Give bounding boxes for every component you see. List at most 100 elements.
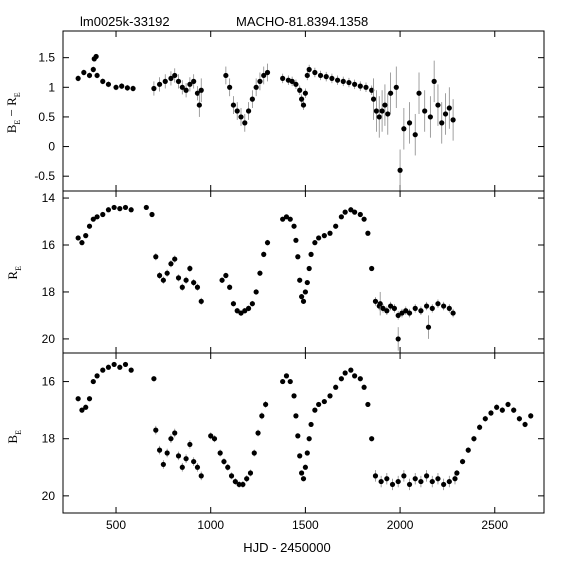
data-point: [283, 373, 290, 379]
data-point: [297, 277, 303, 283]
data-point: [380, 305, 386, 311]
data-point: [83, 233, 89, 239]
data-point: [321, 398, 327, 405]
data-point: [128, 367, 134, 373]
data-point: [198, 298, 204, 304]
x-axis-label: HJD - 2450000: [243, 540, 331, 555]
data-point: [425, 324, 432, 330]
data-point: [431, 78, 437, 84]
data-point: [151, 376, 157, 382]
data-point: [406, 481, 413, 488]
x-tick-label: 500: [106, 518, 126, 532]
data-point: [253, 289, 259, 295]
data-point: [244, 476, 250, 482]
data-point: [183, 456, 189, 462]
data-point: [300, 102, 307, 108]
data-point: [79, 407, 85, 413]
data-point: [372, 298, 379, 304]
data-point: [429, 305, 435, 311]
data-point: [361, 216, 367, 222]
data-point: [348, 367, 354, 373]
data-point: [168, 75, 174, 82]
data-point: [365, 230, 371, 236]
color-ylabel-b-sub: E: [12, 119, 22, 125]
data-point: [168, 436, 174, 442]
data-point: [234, 308, 240, 314]
data-point: [230, 102, 237, 108]
data-point: [477, 424, 483, 430]
data-point: [179, 284, 185, 290]
y-tick-label: 16: [42, 238, 56, 252]
data-point: [423, 473, 430, 479]
b-ylabel-sub: E: [13, 430, 23, 435]
data-point: [302, 289, 308, 295]
data-point: [191, 458, 197, 465]
data-point: [245, 305, 252, 311]
data-point: [401, 473, 407, 479]
data-point: [511, 407, 517, 413]
data-point: [365, 401, 371, 408]
data-point: [403, 308, 409, 314]
y-tick-label: 1: [48, 80, 55, 94]
data-point: [327, 230, 333, 236]
data-point: [94, 214, 100, 220]
data-point: [295, 433, 301, 439]
data-point: [406, 120, 413, 126]
data-point: [183, 87, 189, 93]
data-point: [75, 75, 81, 82]
data-point: [90, 66, 96, 73]
data-point: [323, 74, 329, 80]
object-id-right: MACHO-81.8394.1358: [236, 14, 369, 29]
panel-frame: [62, 352, 545, 514]
data-point: [183, 277, 189, 283]
data-point: [164, 270, 170, 276]
data-point: [94, 72, 100, 79]
data-point: [232, 478, 238, 485]
data-point: [338, 214, 344, 220]
data-point: [429, 478, 435, 485]
data-point: [119, 83, 125, 89]
data-point: [175, 78, 182, 84]
data-point: [221, 458, 227, 465]
data-point: [172, 256, 178, 262]
y-tick-label: 18: [42, 432, 56, 446]
data-point: [280, 75, 286, 82]
data-point: [412, 476, 418, 482]
data-point: [179, 464, 185, 470]
data-point: [435, 301, 441, 307]
x-tick-label: 2500: [481, 518, 508, 532]
data-point: [289, 78, 295, 84]
data-point: [435, 102, 441, 108]
data-point: [327, 393, 333, 399]
data-point: [261, 251, 267, 257]
data-point: [223, 272, 229, 279]
data-point: [528, 413, 534, 419]
data-point: [156, 447, 163, 453]
data-point: [293, 237, 299, 243]
data-point: [227, 284, 233, 290]
data-point: [333, 223, 339, 229]
data-point: [422, 108, 428, 114]
data-point: [304, 279, 310, 286]
data-point: [113, 84, 119, 90]
data-point: [357, 376, 363, 382]
data-point: [75, 235, 81, 241]
data-point: [302, 90, 308, 96]
data-point: [321, 233, 327, 239]
data-point: [465, 447, 471, 453]
x-tick-label: 1500: [292, 518, 319, 532]
data-point: [225, 464, 231, 470]
data-point: [316, 235, 322, 241]
y-tick-label: 0: [48, 140, 55, 154]
data-point: [516, 416, 522, 422]
data-point: [227, 84, 233, 90]
data-point: [377, 301, 383, 307]
data-point: [299, 294, 305, 300]
data-point: [259, 413, 265, 419]
data-point: [416, 90, 422, 96]
data-point: [306, 66, 312, 73]
data-point: [388, 90, 394, 96]
data-point: [406, 310, 413, 316]
data-point: [162, 78, 168, 84]
color-ylabel-r-sub: E: [12, 92, 22, 98]
